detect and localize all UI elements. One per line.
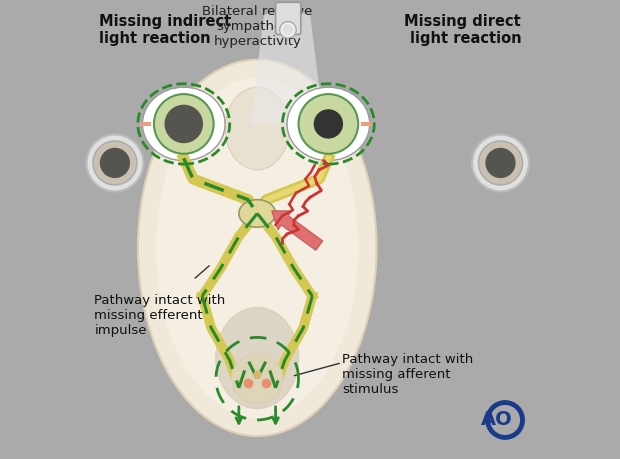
Ellipse shape xyxy=(225,87,290,170)
FancyArrow shape xyxy=(272,211,322,250)
Circle shape xyxy=(280,22,296,38)
Circle shape xyxy=(86,134,143,191)
Circle shape xyxy=(298,94,358,154)
Text: Bilateral relative
sympathetic
hyperactivity: Bilateral relative sympathetic hyperacti… xyxy=(202,5,312,48)
FancyBboxPatch shape xyxy=(275,2,301,34)
Ellipse shape xyxy=(156,78,358,418)
Text: AO: AO xyxy=(481,410,513,430)
Circle shape xyxy=(314,109,343,139)
Circle shape xyxy=(93,141,137,185)
Circle shape xyxy=(100,148,130,178)
Circle shape xyxy=(485,148,516,178)
Circle shape xyxy=(283,24,293,35)
Text: Missing indirect
light reaction: Missing indirect light reaction xyxy=(99,14,231,46)
Circle shape xyxy=(164,105,203,143)
Ellipse shape xyxy=(143,87,225,161)
Ellipse shape xyxy=(287,87,370,161)
Ellipse shape xyxy=(216,308,298,409)
Ellipse shape xyxy=(239,200,275,227)
Text: Pathway intact with
missing efferent
impulse: Pathway intact with missing efferent imp… xyxy=(94,294,226,337)
Circle shape xyxy=(232,353,283,404)
Circle shape xyxy=(472,134,529,191)
Polygon shape xyxy=(250,14,324,124)
Ellipse shape xyxy=(138,60,376,436)
Circle shape xyxy=(154,94,214,154)
Text: Missing direct
light reaction: Missing direct light reaction xyxy=(404,14,521,46)
Text: Pathway intact with
missing afferent
stimulus: Pathway intact with missing afferent sti… xyxy=(342,353,474,397)
Circle shape xyxy=(479,141,523,185)
